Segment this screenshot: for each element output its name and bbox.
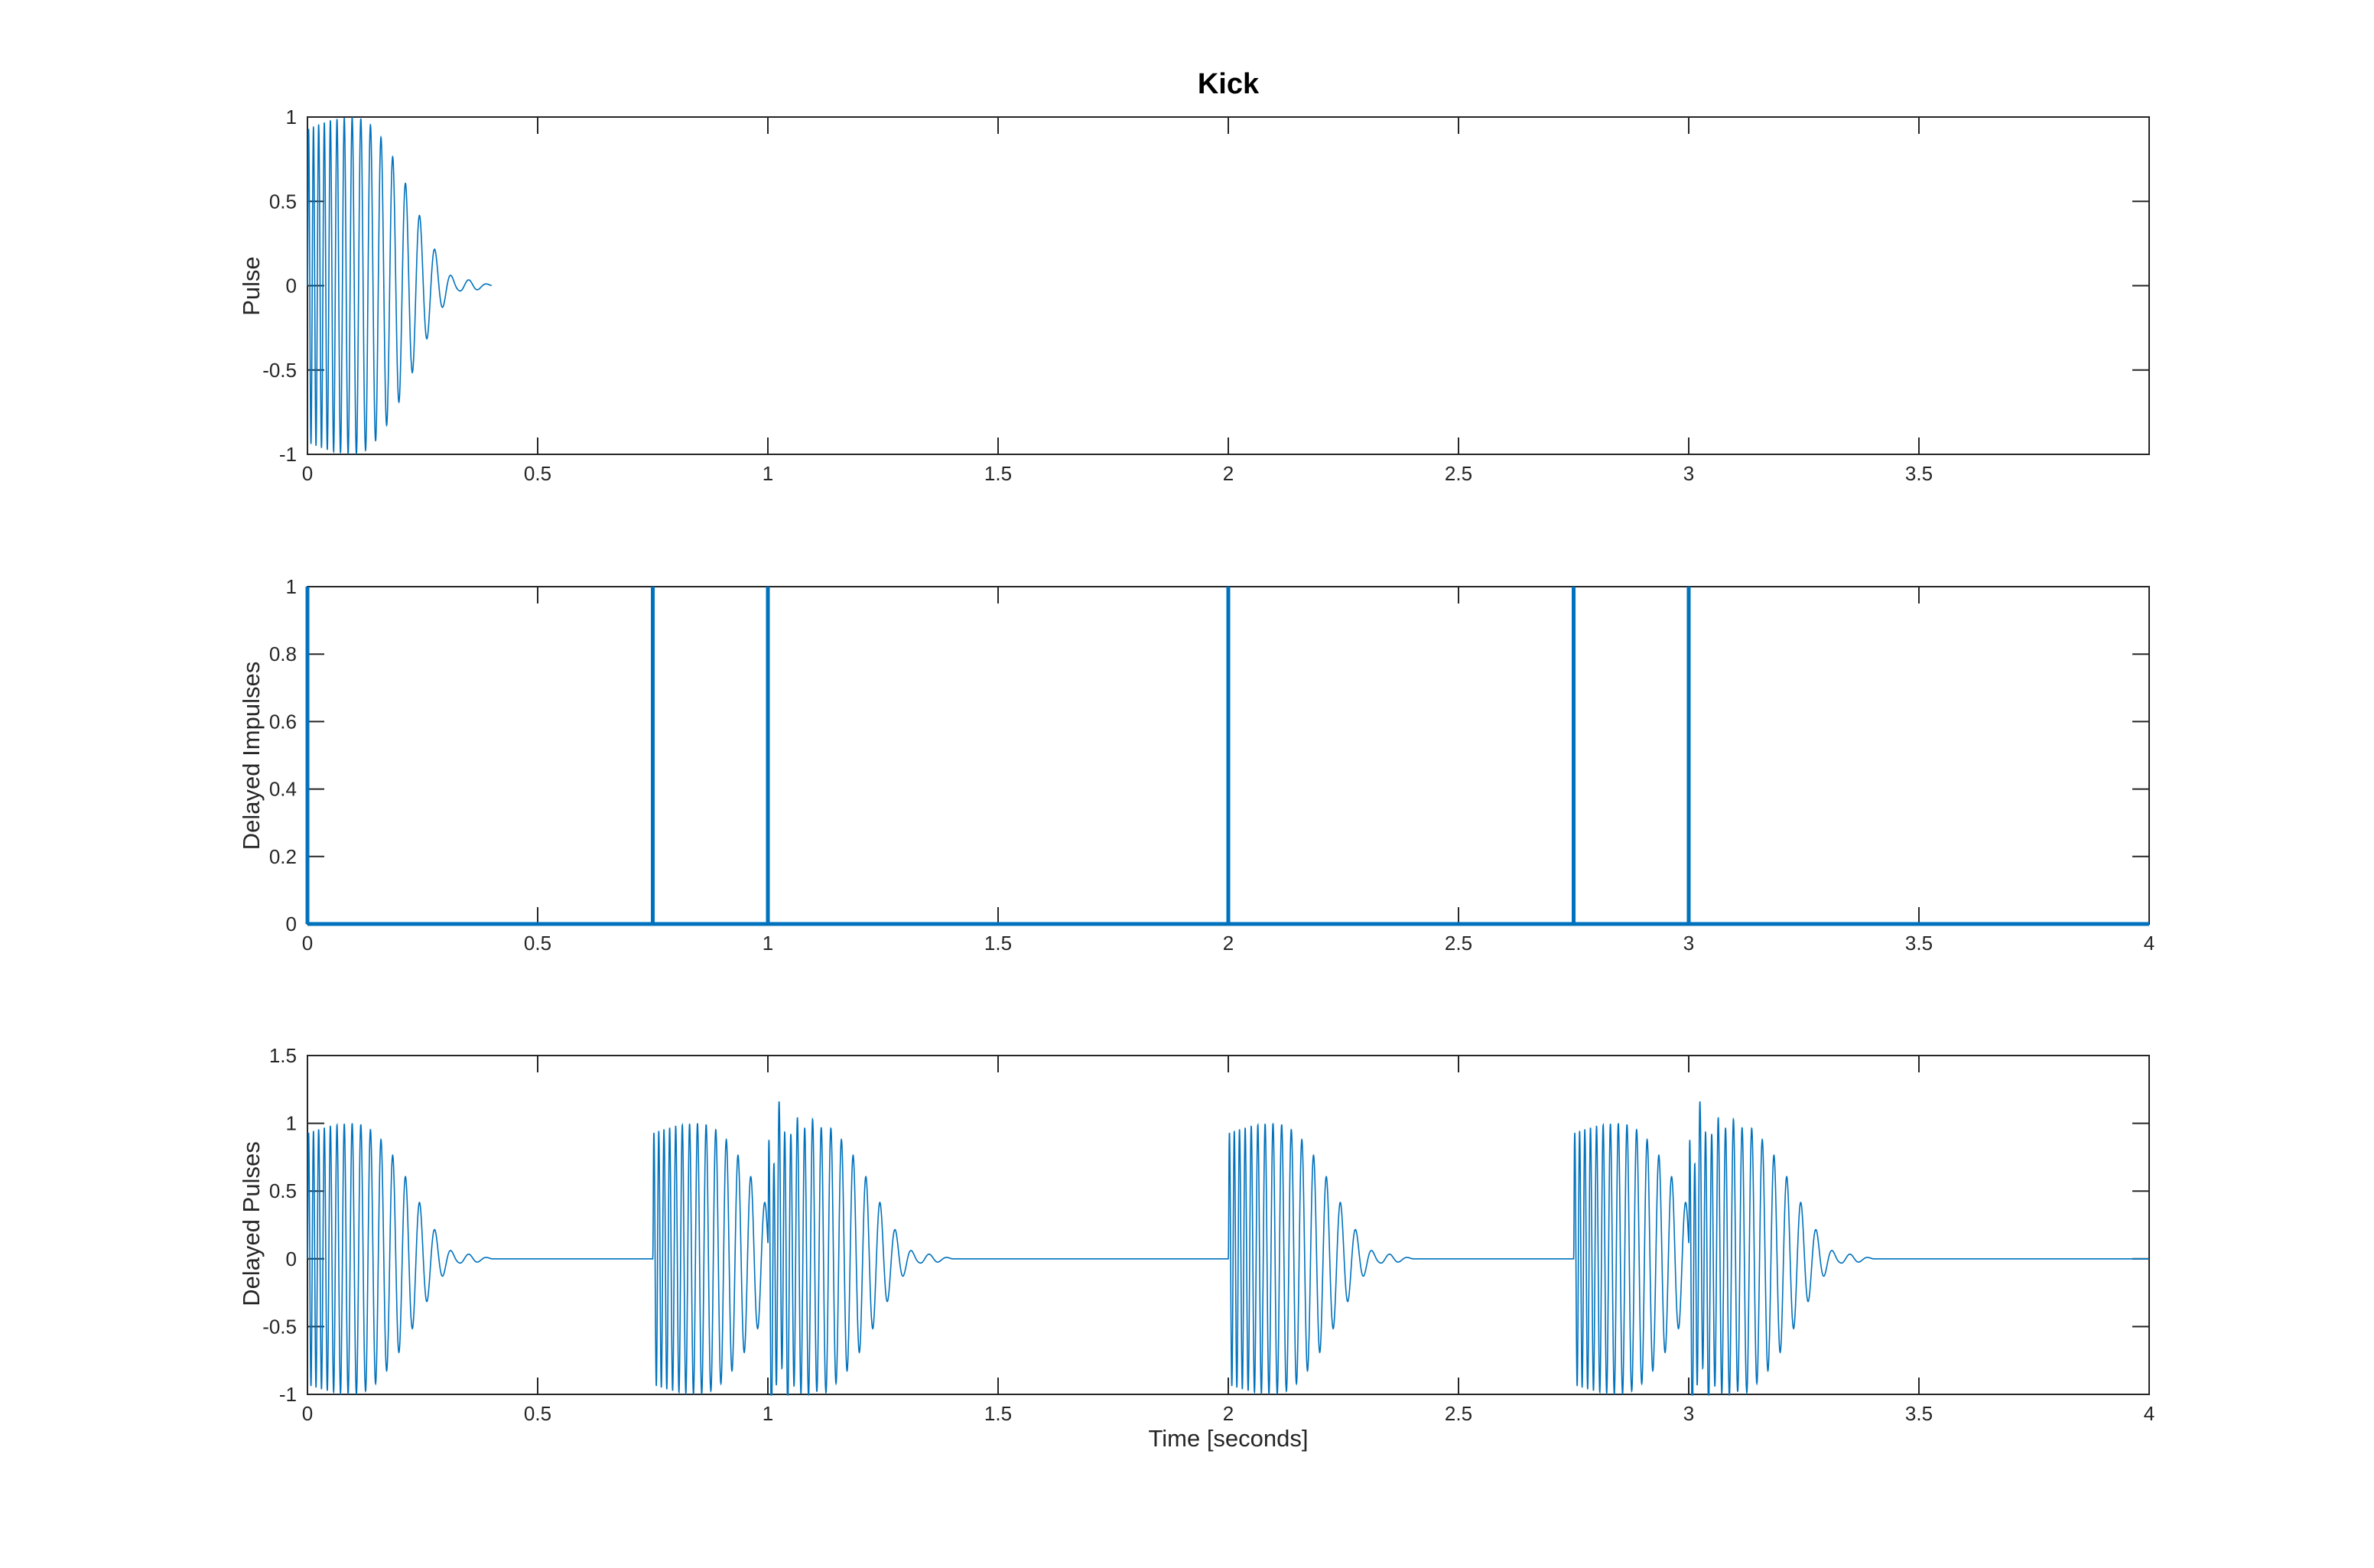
x-tick-label: 4 [2144,1402,2154,1425]
x-tick-label: 2.5 [1445,932,1472,955]
y-tick-label: 0.8 [269,642,297,665]
y-tick-label: 0.5 [269,1179,297,1202]
y-tick-label: 0 [286,1248,297,1270]
y-tick-label: 0.2 [269,845,297,868]
axes-box [307,116,2150,455]
x-tick-label: 3 [1683,932,1694,955]
y-tick-label: 1 [286,106,297,128]
x-tick-label: 3.5 [1905,1402,1933,1425]
x-tick-label: 1 [763,462,773,485]
figure-title: Kick [1197,68,1260,100]
y-tick-label: 0 [286,912,297,935]
x-tick-label: 0 [302,1402,313,1425]
x-tick-label: 0 [302,932,313,955]
x-tick-label: 4 [2144,932,2154,955]
y-tick-label: -0.5 [262,359,297,382]
x-tick-label: 0.5 [524,1402,551,1425]
x-tick-label: 1.5 [984,462,1012,485]
y-tick-label: 0.6 [269,710,297,733]
x-tick-label: 2.5 [1445,1402,1472,1425]
y-tick-label: 1 [286,575,297,598]
x-tick-label: 1 [763,1402,773,1425]
x-tick-label: 1.5 [984,932,1012,955]
subplot-delayed-pulses: 0 0.5 1 1.5 2 2.5 3 3.5 4 -1 -0.5 0 0.5 1 1.5 [262,1044,2154,1425]
y-tick-label: 0.5 [269,190,297,213]
x-tick-label: 3.5 [1905,932,1933,955]
y-tick-label: -0.5 [262,1315,297,1338]
y-tick-label: 0.4 [269,778,297,801]
y-tick-label: -1 [279,443,297,466]
y-tick-label: 0 [286,275,297,298]
x-tick-label: 0.5 [524,932,551,955]
y-tick-label: 1 [286,1112,297,1135]
x-tick-label: 0 [302,462,313,485]
subplot-pulse: 0 0.5 1 1.5 2 2.5 3 3.5 -1 -0.5 0 0.5 1 [262,106,2150,485]
x-tick-label: 2 [1223,1402,1234,1425]
x-tick-label: 3 [1683,462,1694,485]
x-tick-label: 1.5 [984,1402,1012,1425]
delayed-pulses-waveform [307,1101,2149,1396]
x-tick-label: 3.5 [1905,462,1933,485]
x-tick-label: 0.5 [524,462,551,485]
pulse-waveform [307,116,493,454]
x-tick-label: 2.5 [1445,462,1472,485]
y-tick-label: 1.5 [269,1044,297,1067]
time-axis-label: Time [seconds] [1148,1425,1309,1452]
subplot-delayed-impulses: 0 0.5 1 1.5 2 2.5 3 3.5 4 0 0.2 0.4 0.6 0.8 1 [269,575,2154,955]
y-tick-label: -1 [279,1383,297,1406]
x-tick-label: 1 [763,932,773,955]
x-tick-label: 3 [1683,1402,1694,1425]
x-tick-label: 2 [1223,462,1234,485]
x-tick-label: 2 [1223,932,1234,955]
